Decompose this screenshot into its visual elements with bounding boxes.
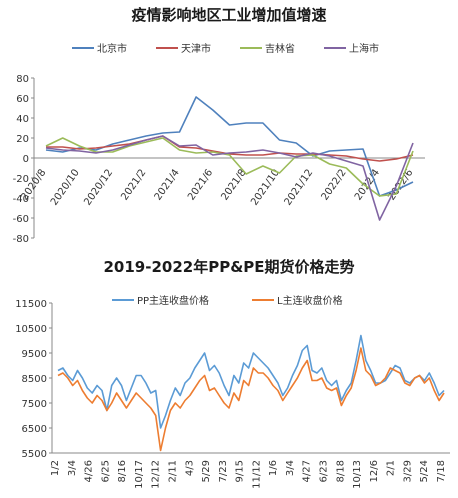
x-tick-label: 4/27 <box>302 460 313 482</box>
y-tick-label: 7500 <box>22 399 47 410</box>
y-tick-label: 0 <box>23 154 29 165</box>
legend-label: L主连收盘价格 <box>277 294 343 307</box>
x-tick-label: 4/3 <box>184 460 195 476</box>
chart-title: 2019-2022年PP&PE期货价格走势 <box>103 258 354 276</box>
x-tick-label: 7/18 <box>436 460 447 482</box>
x-tick-label: 2021/6 <box>186 167 215 202</box>
y-tick-label: 11500 <box>15 299 47 310</box>
x-tick-label: 10/17 <box>134 460 145 489</box>
series-line <box>45 137 414 197</box>
series-line <box>45 135 414 221</box>
futures-price-chart: 2019-2022年PP&PE期货价格走势 PP主连收盘价格 L主连收盘价格 5500… <box>15 258 450 489</box>
y-tick-label: 9500 <box>22 349 47 360</box>
x-tick-label: 2021/4 <box>153 167 182 202</box>
x-tick-label: 2020/12 <box>82 167 115 207</box>
x-tick-label: 1/6 <box>268 460 279 476</box>
x-tick-label: 5/29 <box>201 460 212 482</box>
y-tick-label: -40 <box>13 194 29 205</box>
y-tick-label: -20 <box>13 174 29 185</box>
x-tick-label: 5/24 <box>419 460 430 482</box>
x-tick-label: 2/1 <box>386 460 397 476</box>
y-tick-label: -80 <box>13 234 29 245</box>
x-tick-label: 2022/4 <box>353 167 382 202</box>
x-tick-label: 12/12 <box>151 460 162 489</box>
x-tick-label: 1/2 <box>50 460 61 476</box>
y-tick-label: 80 <box>16 74 29 85</box>
series-line <box>57 347 445 452</box>
x-tick-label: 3/4 <box>285 460 296 476</box>
legend-label: 吉林省 <box>265 42 295 55</box>
series-line <box>57 334 445 429</box>
legend-label: 北京市 <box>97 42 127 55</box>
x-tick-label: 2021/12 <box>283 167 316 207</box>
x-tick-label: 8/16 <box>117 460 128 482</box>
legend-label: 上海市 <box>349 42 379 55</box>
x-tick-label: 6/23 <box>319 460 330 482</box>
x-tick-label: 3/29 <box>402 460 413 482</box>
x-tick-label: 2/11 <box>167 460 178 482</box>
legend-label: PP主连收盘价格 <box>137 294 209 307</box>
x-tick-label: 9/15 <box>235 460 246 482</box>
x-tick-label: 3/4 <box>67 460 78 476</box>
y-tick-label: 6500 <box>22 424 47 435</box>
x-tick-label: 2021/2 <box>119 167 148 202</box>
x-tick-label: 8/18 <box>335 460 346 482</box>
y-tick-label: 10500 <box>15 324 47 335</box>
chart-title: 疫情影响地区工业增加值增速 <box>131 6 326 24</box>
y-tick-label: 8500 <box>22 374 47 385</box>
y-tick-label: 40 <box>16 114 29 125</box>
y-tick-label: 5500 <box>22 449 47 460</box>
x-tick-label: 4/26 <box>84 460 95 482</box>
x-tick-label: 6/25 <box>100 460 111 482</box>
x-tick-label: 2020/10 <box>49 167 82 207</box>
series-line <box>46 135 414 162</box>
legend-label: 天津市 <box>181 42 211 55</box>
x-tick-label: 10/13 <box>352 460 363 489</box>
y-tick-label: 20 <box>16 134 29 145</box>
x-tick-label: 2022/2 <box>320 167 349 202</box>
x-tick-label: 7/23 <box>218 460 229 482</box>
y-tick-label: -60 <box>13 214 29 225</box>
x-tick-label: 2021/10 <box>249 167 282 207</box>
y-tick-label: 60 <box>16 94 29 105</box>
x-tick-label: 12/6 <box>369 460 380 482</box>
x-tick-label: 11/12 <box>251 460 262 489</box>
